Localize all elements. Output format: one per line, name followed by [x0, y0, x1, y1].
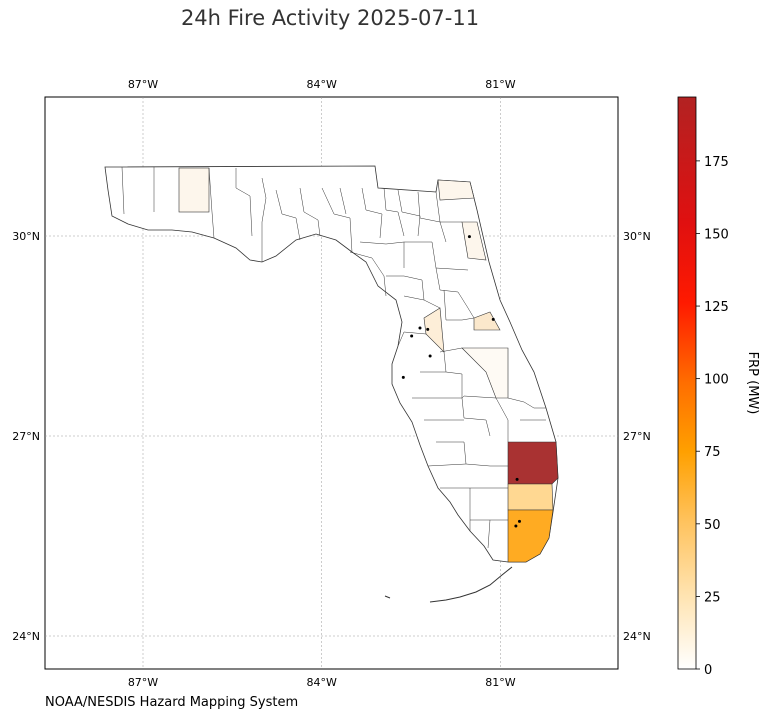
lat-tick-label-left: 27°N [12, 430, 40, 443]
colorbar-ticks: 0 25 50 75 100 125 150 175 [696, 155, 729, 678]
county-volusia [473, 311, 501, 331]
lat-tick-label-right: 27°N [623, 430, 651, 443]
fire-point [515, 477, 519, 481]
colorbar-tick-label: 50 [704, 518, 721, 533]
lon-tick-label-top: 84°W [307, 78, 337, 91]
colorbar-tick-label: 175 [704, 155, 729, 170]
county-miami-dade [507, 509, 554, 563]
county-st-johns [461, 221, 487, 261]
county-palm-beach [507, 441, 559, 485]
colorbar-tick-label: 150 [704, 227, 729, 242]
fire-point [401, 375, 405, 379]
county-osceola [461, 347, 509, 399]
colorbar-tick-label: 75 [704, 445, 721, 460]
lon-tick-label-bottom: 81°W [485, 676, 515, 689]
fire-point [514, 524, 518, 528]
colorbar-tick-label: 100 [704, 373, 729, 388]
dry-tortugas [384, 595, 391, 599]
colorbar-label: FRP (MW) [745, 352, 760, 415]
lat-tick-label-right: 24°N [623, 630, 651, 643]
fire-point [428, 354, 432, 358]
colorbar-tick-label: 0 [704, 663, 712, 678]
fire-point [410, 334, 414, 338]
tick-labels: 87°W 87°W 84°W 84°W 81°W 81°W 30°N 30°N 27°N 27°N… [12, 78, 650, 689]
lon-tick-label-bottom: 84°W [307, 676, 337, 689]
lat-tick-label-right: 30°N [623, 230, 651, 243]
map-title: 24h Fire Activity 2025-07-11 [180, 6, 480, 30]
lat-tick-label-left: 30°N [12, 230, 40, 243]
county-boundaries [121, 166, 546, 549]
lon-tick-label-bottom: 87°W [128, 676, 158, 689]
county-broward [507, 483, 554, 511]
county-nassau [437, 179, 475, 201]
colorbar-tick-label: 25 [704, 590, 721, 605]
lon-tick-label-top: 87°W [128, 78, 158, 91]
florida-keys [429, 566, 513, 603]
fire-point [467, 235, 471, 239]
source-credit: NOAA/NESDIS Hazard Mapping System [45, 695, 299, 710]
lat-tick-label-left: 24°N [12, 630, 40, 643]
highlighted-counties [178, 167, 559, 563]
map-panel: 87°W 87°W 84°W 84°W 81°W 81°W 30°N 30°N 27°N 27°N… [12, 78, 650, 689]
fire-point [491, 317, 495, 321]
lon-tick-label-top: 81°W [485, 78, 515, 91]
colorbar-tick-label: 125 [704, 300, 729, 315]
fire-point [426, 327, 430, 331]
fire-points [401, 235, 521, 528]
fire-point [418, 326, 422, 330]
county-holmes [178, 167, 210, 213]
fire-point [517, 519, 521, 523]
colorbar-gradient [677, 96, 697, 670]
